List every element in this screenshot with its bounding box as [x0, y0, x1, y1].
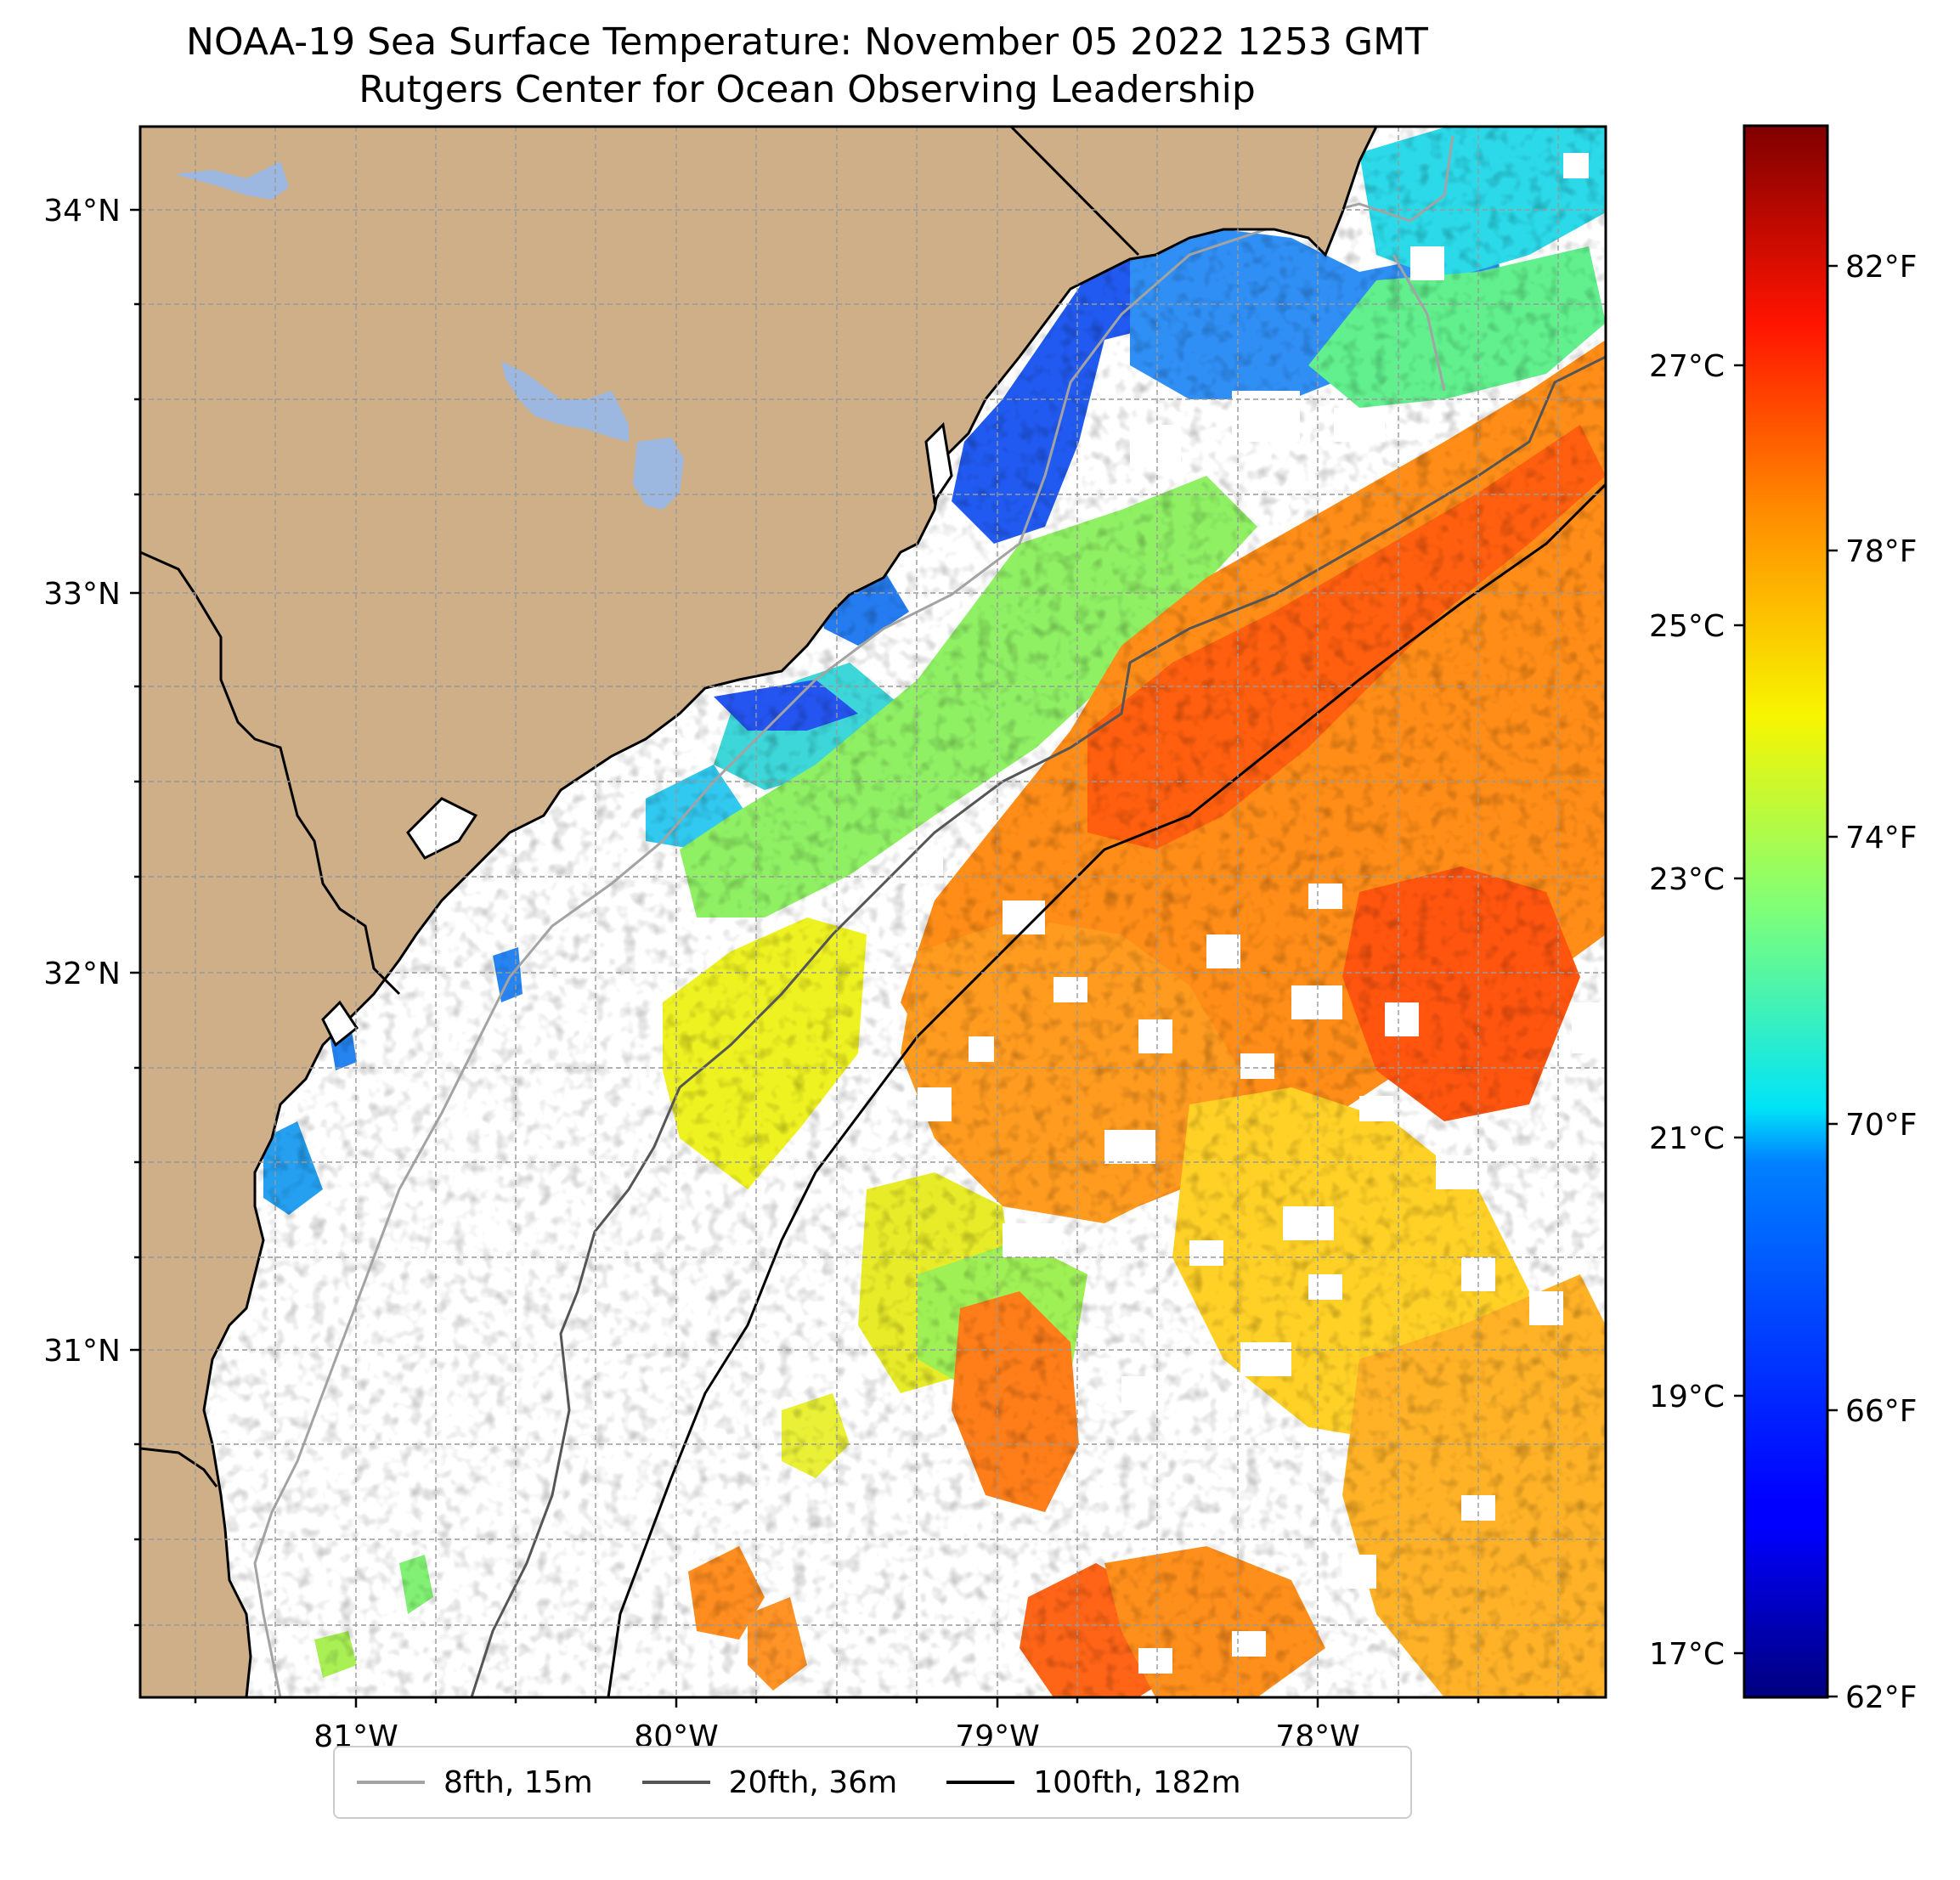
- fahrenheit-tick-label: 62°F: [1845, 1680, 1918, 1715]
- lake-marion: [501, 361, 629, 442]
- lake-moultrie: [633, 438, 684, 510]
- legend-line-100fth: [946, 1781, 1015, 1784]
- legend-item-100fth: 100fth, 182m: [946, 1764, 1241, 1800]
- legend-line-20fth: [641, 1781, 710, 1784]
- y-tick-label: 33°N: [43, 577, 121, 612]
- celsius-tick-label: 21°C: [1649, 1121, 1725, 1156]
- estuary-a: [406, 797, 478, 860]
- contour-100fth: [607, 483, 1606, 1697]
- celsius-tick-label: 17°C: [1649, 1637, 1725, 1672]
- y-tick-label: 32°N: [43, 957, 121, 991]
- lake-north: [174, 161, 289, 200]
- colorbar: [1743, 124, 1829, 1699]
- contour-8fth: [253, 135, 1454, 1697]
- contour-legend: 8fth, 15m 20fth, 36m 100fth, 182m: [333, 1746, 1412, 1819]
- land-mass: [140, 127, 1378, 1697]
- fahrenheit-ticks: [1827, 264, 1838, 1698]
- celsius-tick-label: 23°C: [1649, 862, 1725, 897]
- state-border-ga-fl: [140, 1447, 218, 1488]
- state-border-sc-ga: [140, 550, 401, 996]
- y-axis-ticks: [130, 208, 140, 1627]
- fahrenheit-tick-label: 82°F: [1845, 250, 1918, 285]
- celsius-ticks: [1734, 364, 1744, 1655]
- y-tick-label: 31°N: [43, 1334, 121, 1369]
- map-frame: [138, 125, 1607, 1699]
- map-gridlines: [140, 127, 1606, 1697]
- fahrenheit-tick-label: 74°F: [1845, 821, 1918, 855]
- map-subtitle: Rutgers Center for Ocean Observing Leade…: [359, 68, 1256, 111]
- fahrenheit-tick-label: 70°F: [1845, 1108, 1918, 1143]
- y-tick-label: 34°N: [43, 194, 121, 229]
- celsius-tick-label: 25°C: [1649, 609, 1725, 644]
- fahrenheit-tick-label: 66°F: [1845, 1394, 1918, 1429]
- fahrenheit-tick-label: 78°F: [1845, 534, 1918, 569]
- estuary-b: [321, 1000, 359, 1047]
- estuary-c: [924, 421, 953, 505]
- legend-line-8fth: [357, 1781, 425, 1784]
- legend-item-8fth: 8fth, 15m: [357, 1765, 593, 1800]
- map-title: NOAA-19 Sea Surface Temperature: Novembe…: [186, 20, 1428, 64]
- legend-item-20fth: 20fth, 36m: [641, 1764, 898, 1800]
- state-border-nc-sc: [1009, 127, 1140, 257]
- map-area: [140, 127, 1606, 1697]
- contour-8fth-inner: [1392, 254, 1446, 392]
- contour-20fth: [470, 355, 1606, 1697]
- legend-label: 100fth, 182m: [1033, 1764, 1241, 1800]
- celsius-tick-label: 19°C: [1649, 1380, 1725, 1414]
- x-axis-ticks: [194, 1697, 1560, 1708]
- legend-label: 8fth, 15m: [443, 1764, 593, 1800]
- missing-data-holes: [901, 153, 1606, 1674]
- legend-label: 20fth, 36m: [728, 1764, 898, 1800]
- celsius-tick-label: 27°C: [1649, 349, 1725, 384]
